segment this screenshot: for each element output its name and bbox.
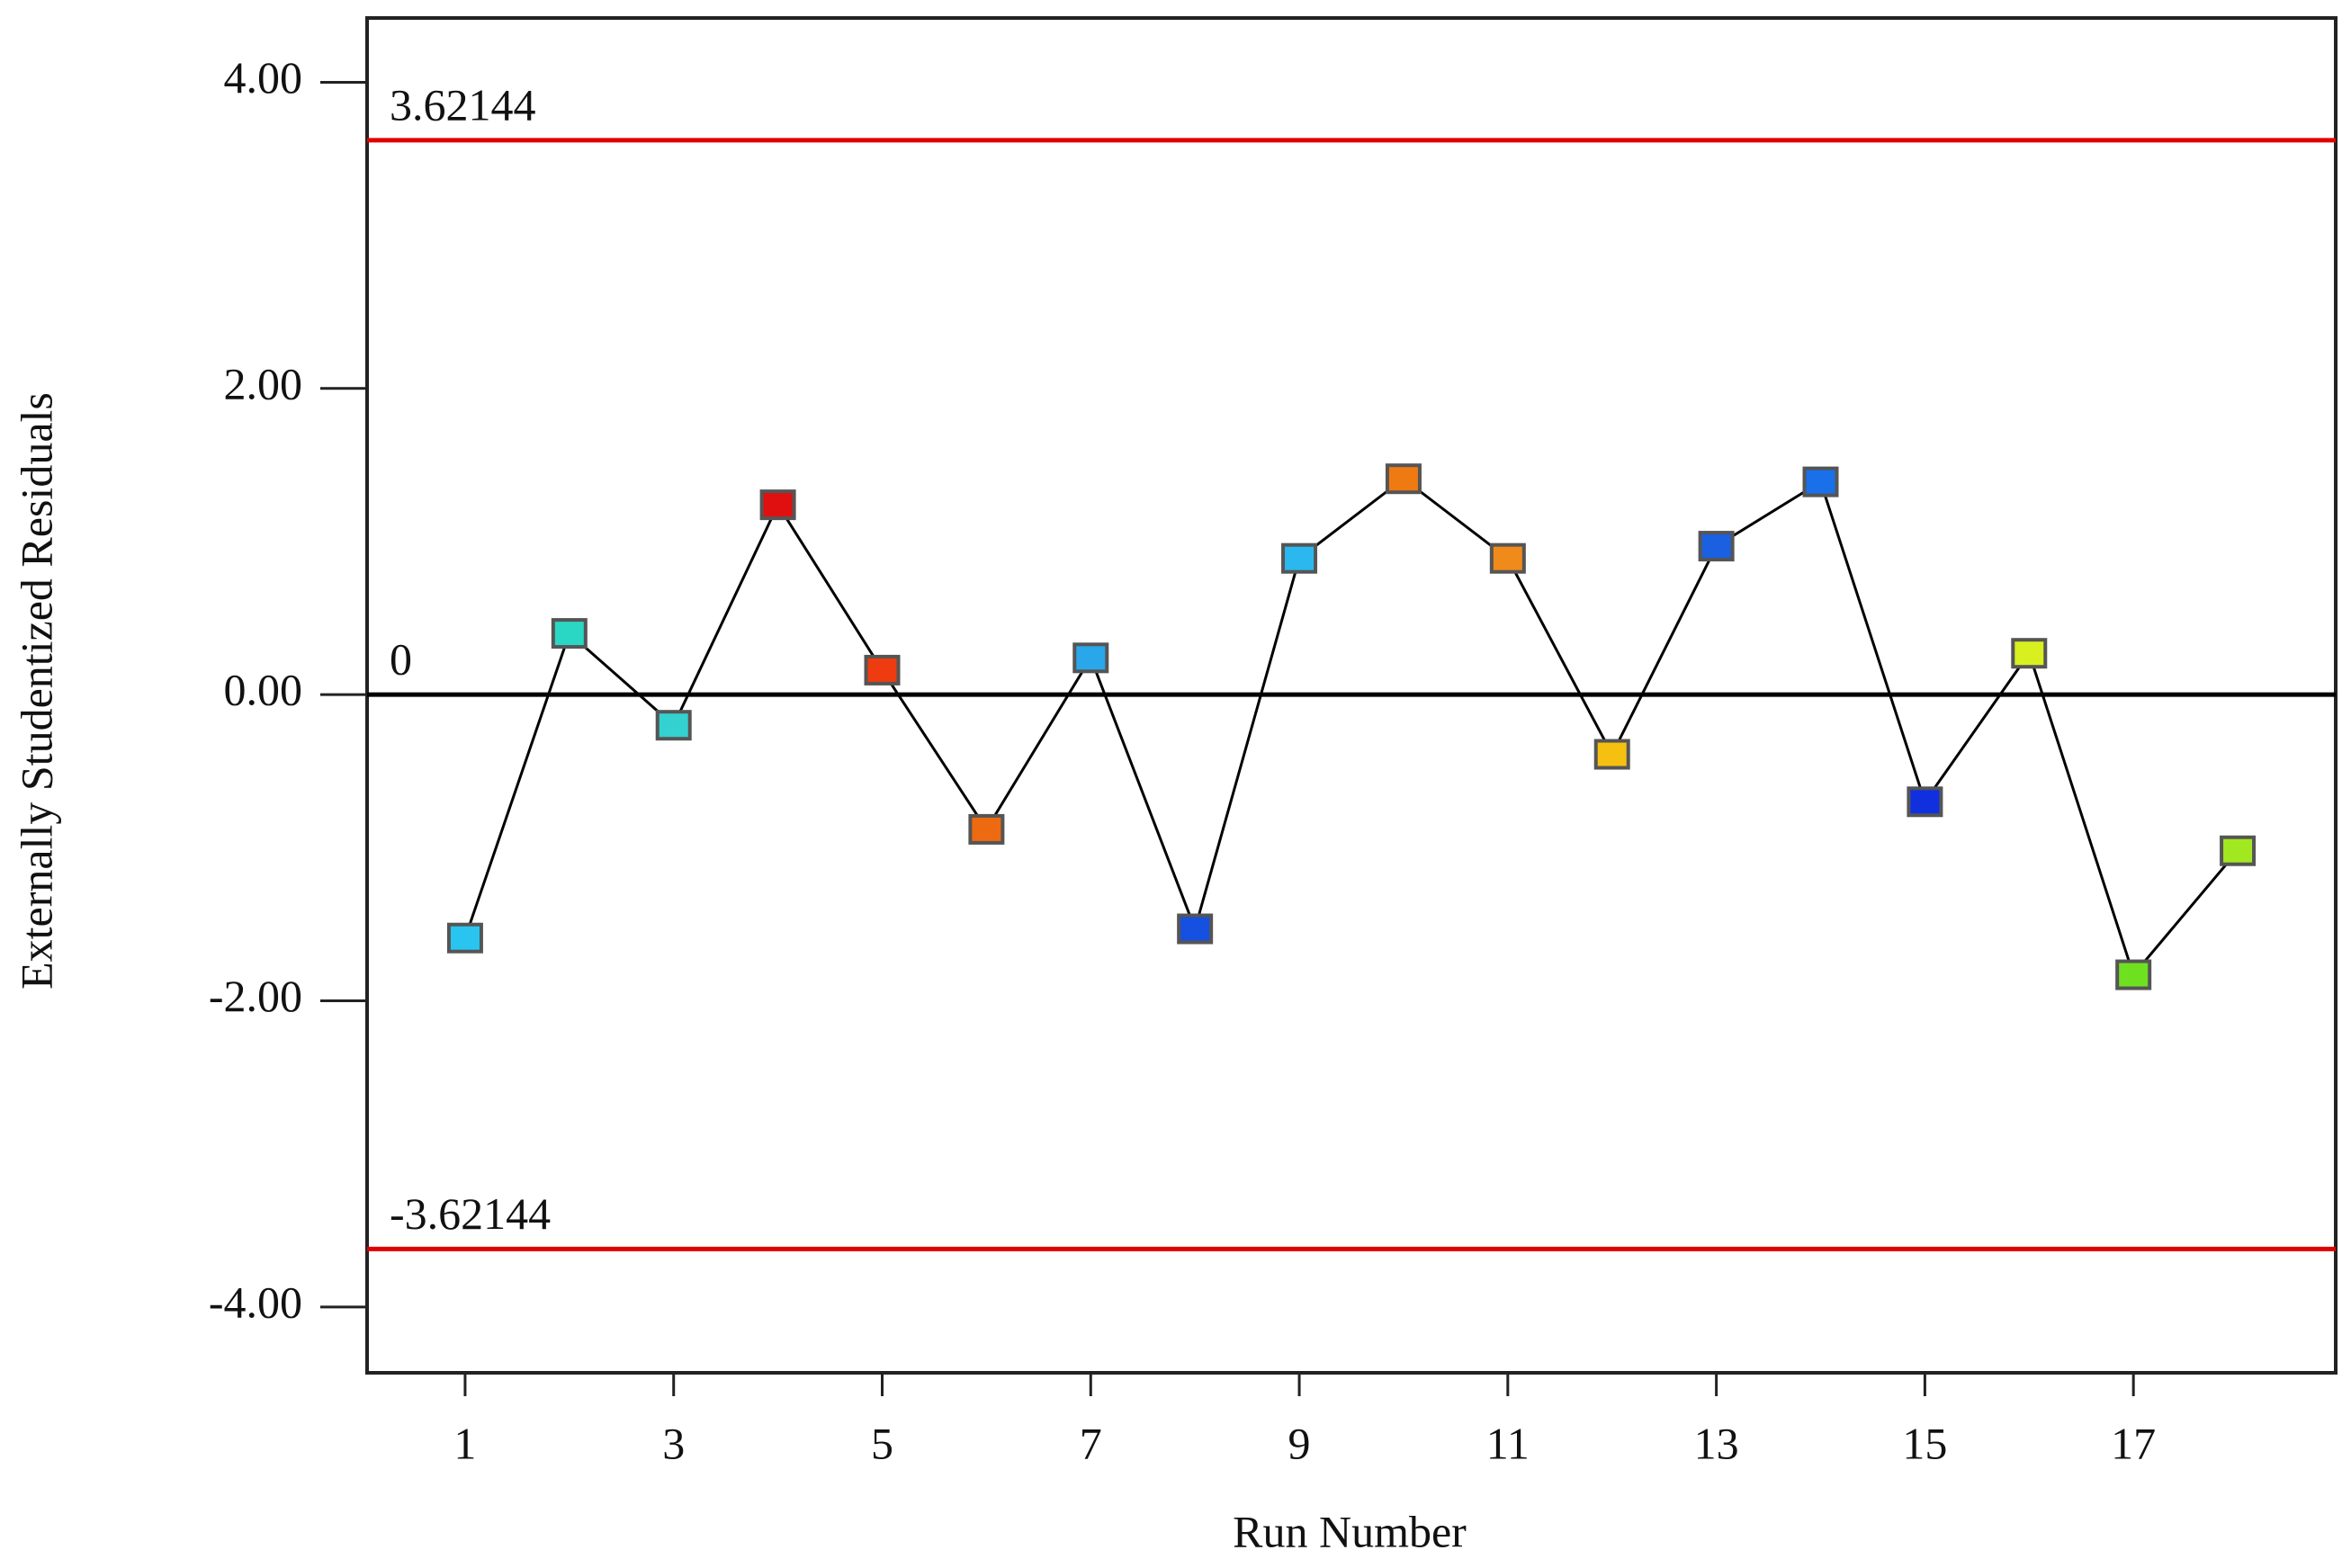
x-axis-label: Run Number: [1233, 1506, 1467, 1556]
data-point: [2220, 835, 2257, 866]
x-tick-label: 7: [1080, 1418, 1102, 1468]
x-tick-label: 1: [453, 1418, 476, 1468]
data-point: [1072, 642, 1109, 674]
data-point: [1698, 531, 1735, 562]
data-point: [759, 489, 796, 521]
data-point: [1385, 463, 1422, 495]
x-tick-label: 13: [1694, 1418, 1739, 1468]
data-point: [864, 654, 901, 685]
data-point: [1907, 786, 1943, 818]
y-tick-label: 0.00: [224, 665, 303, 715]
reference-label: 3.62144: [390, 79, 536, 130]
reference-label: 0: [390, 634, 412, 685]
x-tick-label: 15: [1902, 1418, 1947, 1468]
data-point: [1802, 466, 1839, 497]
reference-label: -3.62144: [390, 1188, 551, 1239]
data-point: [1489, 542, 1526, 574]
data-point: [1281, 542, 1318, 574]
data-point: [968, 813, 1005, 845]
x-tick-label: 17: [2111, 1418, 2156, 1468]
data-point: [551, 618, 588, 650]
series-line: [463, 477, 2239, 978]
data-point: [1177, 913, 1214, 945]
x-tick-label: 9: [1288, 1418, 1311, 1468]
y-tick-label: -2.00: [209, 971, 302, 1021]
x-tick-label: 3: [662, 1418, 685, 1468]
y-tick-label: 4.00: [224, 52, 303, 103]
x-tick-label: 5: [871, 1418, 893, 1468]
x-tick-label: 11: [1486, 1418, 1530, 1468]
data-point: [1593, 739, 1630, 770]
data-point: [2011, 638, 2048, 669]
data-point: [655, 710, 692, 741]
y-tick-label: -4.00: [209, 1277, 302, 1327]
y-axis-label: Externally Studentized Residuals: [11, 392, 61, 990]
data-point: [446, 922, 483, 954]
data-point: [2115, 959, 2152, 990]
y-tick-label: 2.00: [224, 358, 303, 408]
